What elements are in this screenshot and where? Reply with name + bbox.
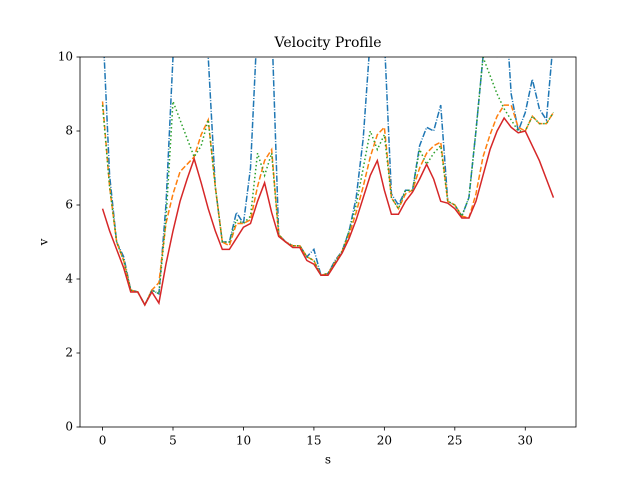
x-axis-label: s <box>325 453 331 467</box>
x-tick-label: 30 <box>518 434 533 448</box>
chart-title: Velocity Profile <box>274 35 382 51</box>
x-tick-label: 10 <box>236 434 251 448</box>
y-tick-label: 8 <box>65 124 73 138</box>
x-tick-label: 5 <box>169 434 177 448</box>
y-tick-label: 2 <box>65 346 73 360</box>
y-tick-label: 0 <box>65 420 73 434</box>
y-tick-label: 6 <box>65 198 73 212</box>
x-tick-label: 15 <box>306 434 321 448</box>
series-line <box>103 57 553 307</box>
x-tick-label: 0 <box>99 434 107 448</box>
y-tick-label: 4 <box>65 272 73 286</box>
series-line <box>101 57 555 307</box>
y-axis-label: v <box>37 238 51 246</box>
x-tick-label: 20 <box>377 434 392 448</box>
y-tick-label: 10 <box>58 50 73 64</box>
x-tick-label: 25 <box>447 434 462 448</box>
series-line <box>101 116 555 307</box>
axes-frame <box>79 56 577 428</box>
plot-area <box>101 57 555 307</box>
